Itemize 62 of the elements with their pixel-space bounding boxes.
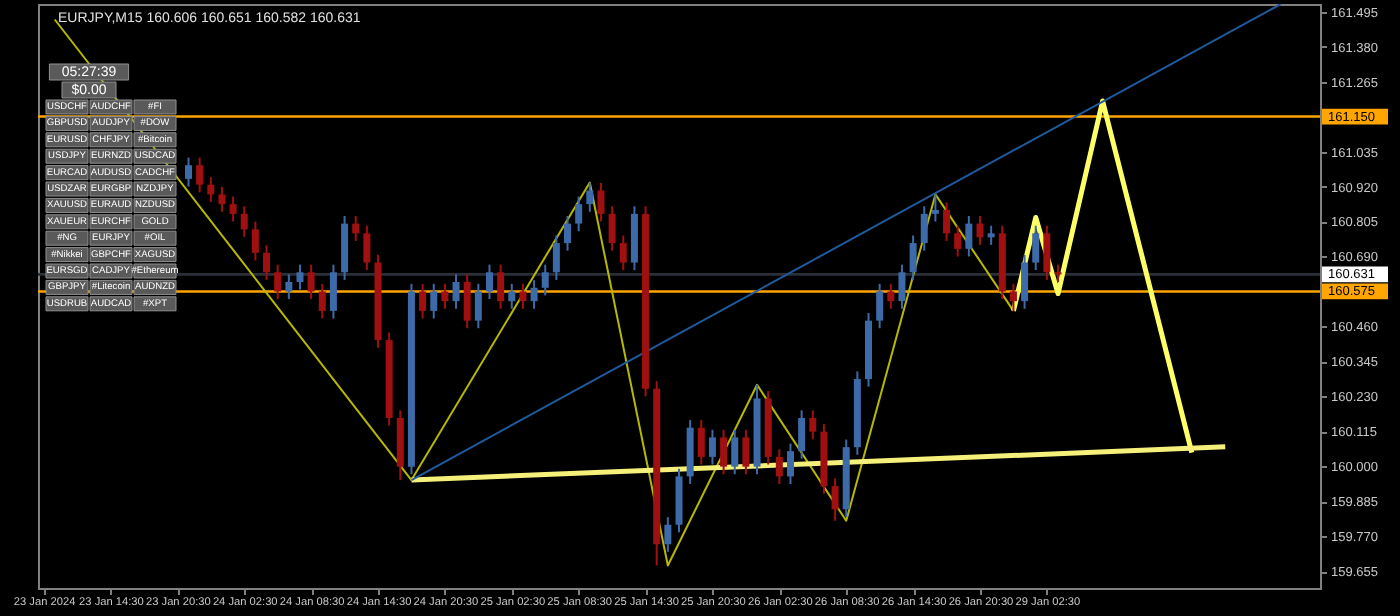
candlestick bbox=[909, 234, 917, 281]
candlestick bbox=[419, 282, 427, 320]
candlestick bbox=[519, 282, 527, 310]
candlestick bbox=[463, 273, 471, 330]
candlestick bbox=[1021, 253, 1029, 310]
candlestick bbox=[798, 409, 806, 460]
candlestick bbox=[296, 263, 304, 291]
candlestick bbox=[541, 263, 549, 297]
candlestick bbox=[285, 273, 293, 301]
candlestick bbox=[240, 205, 248, 238]
candlestick bbox=[954, 224, 962, 258]
candlestick bbox=[731, 428, 739, 476]
candlestick bbox=[976, 215, 984, 246]
candlestick bbox=[720, 428, 728, 476]
candlestick bbox=[931, 193, 939, 223]
candlestick bbox=[775, 448, 783, 485]
candlestick bbox=[809, 409, 817, 441]
candlestick bbox=[708, 428, 716, 466]
candlestick bbox=[530, 279, 538, 310]
candlestick bbox=[887, 282, 895, 310]
candlestick bbox=[786, 442, 794, 485]
candlestick bbox=[452, 273, 460, 310]
candlestick bbox=[263, 244, 271, 281]
candlestick bbox=[441, 282, 449, 310]
candlestick bbox=[196, 156, 204, 194]
candlestick bbox=[218, 185, 226, 213]
candlestick bbox=[742, 428, 750, 476]
candlestick bbox=[987, 224, 995, 246]
candlestick bbox=[207, 176, 215, 204]
candlestick bbox=[619, 234, 627, 272]
candlestick bbox=[564, 215, 572, 252]
candlestick bbox=[575, 195, 583, 233]
candlestick bbox=[898, 263, 906, 310]
candlestick bbox=[943, 201, 951, 242]
candlestick bbox=[1032, 224, 1040, 272]
candlestick bbox=[597, 181, 605, 223]
candlestick bbox=[251, 220, 259, 262]
candlestick bbox=[508, 282, 516, 310]
candlestick bbox=[552, 234, 560, 281]
candlestick bbox=[1009, 282, 1017, 312]
candlestick bbox=[318, 282, 326, 320]
candlestick bbox=[1043, 224, 1051, 281]
candlestick bbox=[497, 263, 505, 310]
candlestick bbox=[831, 477, 839, 522]
candlestick bbox=[329, 263, 337, 320]
candlestick bbox=[485, 263, 493, 301]
candlestick bbox=[352, 215, 360, 242]
candlestick bbox=[586, 181, 594, 213]
candlestick bbox=[229, 195, 237, 223]
candlestick bbox=[274, 263, 282, 301]
candlestick bbox=[185, 156, 192, 188]
candlestick bbox=[965, 215, 973, 258]
candlestick bbox=[474, 282, 482, 330]
candlestick bbox=[307, 263, 315, 301]
candlestick bbox=[664, 516, 672, 553]
candlestick bbox=[697, 419, 705, 466]
candlestick bbox=[876, 282, 884, 330]
candlestick bbox=[363, 224, 371, 272]
candlestick bbox=[430, 282, 438, 320]
line-series bbox=[1010, 98, 1195, 456]
candlestick bbox=[608, 205, 616, 252]
candlestick bbox=[920, 205, 928, 252]
